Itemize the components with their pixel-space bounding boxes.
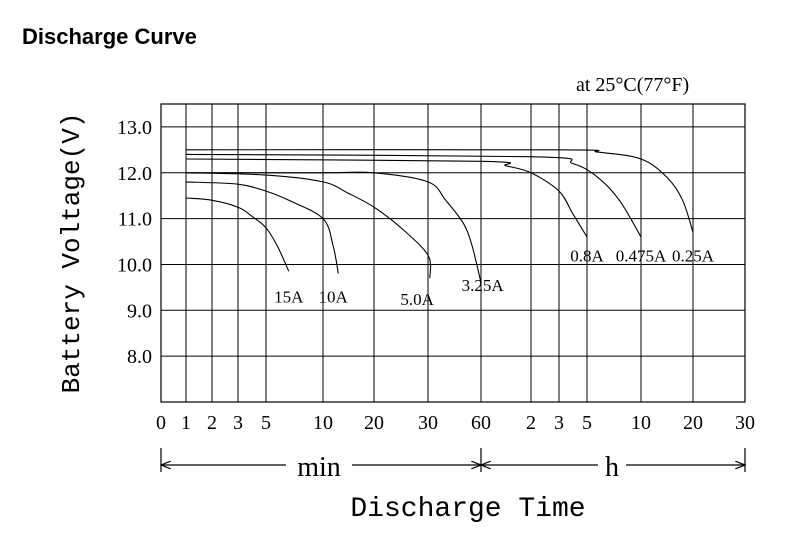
x-tick-label-h: 2 [526, 412, 536, 434]
y-tick-label: 10.0 [117, 254, 152, 276]
plot-grid [160, 103, 746, 403]
y-tick-label: 11.0 [118, 209, 152, 231]
discharge-curves [185, 149, 694, 283]
series-label: 0.475A [616, 246, 667, 265]
h-unit-label: h [605, 452, 619, 483]
x-tick-label-h: 30 [735, 412, 755, 434]
x-tick-label-min: 60 [471, 412, 491, 434]
y-tick-labels: 8.0 9.0 10.0 11.0 12.0 13.0 [117, 117, 152, 368]
series-label: 0.8A [570, 246, 604, 265]
curve-10A [185, 181, 339, 274]
temperature-note: at 25°C(77°F) [576, 74, 689, 96]
series-labels: 15A 10A 5.0A 3.25A 0.8A 0.475A 0.25A [274, 246, 715, 309]
series-label: 15A [274, 288, 304, 307]
x-tick-label-h: 20 [683, 412, 703, 434]
x-tick-label-min: 10 [313, 412, 333, 434]
y-axis-title: Battery Voltage(V) [57, 113, 87, 394]
y-tick-label: 12.0 [117, 163, 152, 185]
page-title: Discharge Curve [22, 24, 197, 49]
y-tick-label: 13.0 [117, 117, 152, 139]
x-axis-title: Discharge Time [350, 494, 585, 525]
x-tick-label-h: 5 [582, 412, 592, 434]
x-tick-label-h: 3 [554, 412, 564, 434]
curve-0_25A [185, 149, 694, 233]
series-label: 5.0A [400, 290, 434, 309]
curve-3_25A [185, 171, 482, 283]
min-unit-label: min [297, 452, 341, 483]
x-tick-label-min: 5 [261, 412, 271, 434]
y-tick-label: 8.0 [127, 346, 152, 368]
x-tick-label-h: 10 [631, 412, 651, 434]
curve-15A [185, 197, 290, 272]
curve-0_475A [185, 153, 642, 238]
x-tick-label-min: 30 [418, 412, 438, 434]
x-tick-label-min: 1 [181, 412, 191, 434]
curve-5_0A [185, 172, 432, 279]
x-tick-label-min: 0 [156, 412, 166, 434]
curve-0_8A [185, 158, 588, 238]
series-label: 3.25A [462, 276, 505, 295]
y-tick-label: 9.0 [127, 300, 152, 322]
x-tick-labels: 0 1 2 3 5 10 20 30 60 2 3 5 10 20 30 [156, 412, 755, 434]
x-tick-label-min: 3 [233, 412, 243, 434]
series-label: 10A [319, 288, 349, 307]
series-label: 0.25A [672, 246, 715, 265]
x-tick-label-min: 20 [364, 412, 384, 434]
x-tick-label-min: 2 [207, 412, 217, 434]
